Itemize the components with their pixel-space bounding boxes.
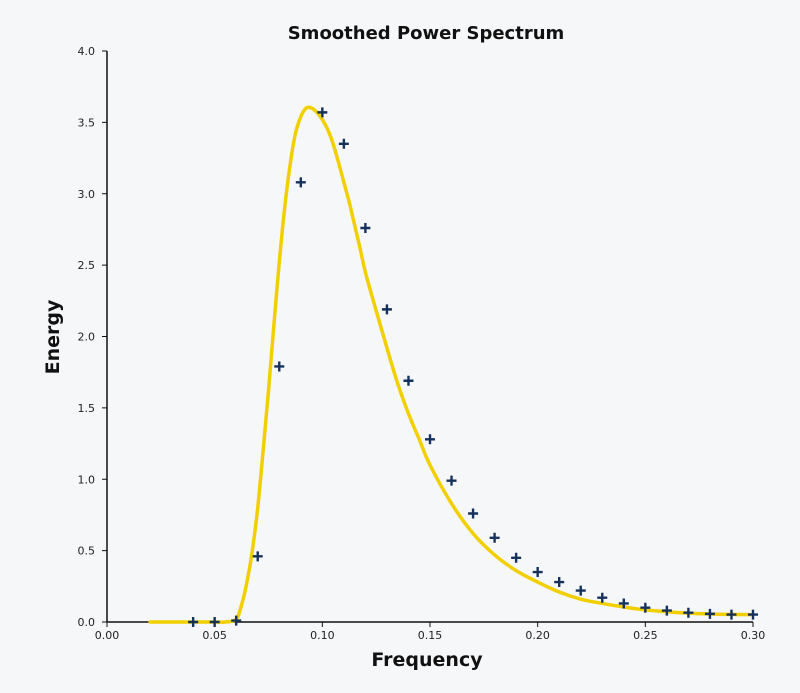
- data-point-marker: [317, 107, 328, 118]
- data-point-marker: [274, 361, 285, 372]
- data-point-marker: [403, 375, 414, 386]
- data-point-marker: [381, 304, 392, 315]
- y-tick-label: 0.5: [78, 545, 96, 558]
- x-tick-label: 0.05: [202, 629, 227, 642]
- data-point-marker: [748, 609, 758, 620]
- data-point-marker: [446, 475, 457, 486]
- x-tick-label: 0.20: [525, 629, 550, 642]
- data-point-marker: [640, 602, 651, 613]
- x-ticks: 0.00 0.05 0.10 0.15 0.20 0.25 0.30: [95, 622, 766, 642]
- data-point-marker: [661, 605, 672, 616]
- data-point-marker: [618, 598, 629, 609]
- x-tick-label: 0.25: [633, 629, 658, 642]
- y-tick-label: 1.0: [78, 473, 96, 486]
- y-ticks: 0.0 0.5 1.0 1.5 2.0 2.5 3.0 3.5 4.0: [78, 45, 107, 629]
- y-tick-label: 1.5: [78, 402, 96, 415]
- data-point-marker: [425, 434, 435, 445]
- data-point-marker: [683, 607, 694, 618]
- data-point-marker: [511, 552, 522, 563]
- x-tick-label: 0.10: [310, 629, 335, 642]
- data-point-marker: [295, 177, 306, 188]
- data-point-marker: [532, 567, 543, 578]
- data-point-marker: [231, 615, 242, 626]
- y-tick-label: 3.5: [78, 116, 96, 129]
- chart-title: Smoothed Power Spectrum: [288, 23, 565, 44]
- data-point-marker: [597, 592, 608, 603]
- x-tick-label: 0.00: [95, 629, 120, 642]
- data-point-marker: [188, 617, 199, 627]
- data-point-marker: [554, 577, 565, 588]
- y-tick-label: 2.5: [78, 259, 96, 272]
- data-point-marker: [489, 532, 500, 543]
- y-axis-label: Energy: [42, 299, 64, 374]
- data-point-marker: [575, 585, 586, 596]
- data-point-marker: [704, 608, 715, 619]
- data-point-marker: [468, 508, 479, 519]
- y-tick-label: 0.0: [78, 616, 96, 629]
- y-tick-label: 3.0: [78, 188, 96, 201]
- x-tick-label: 0.15: [418, 629, 443, 642]
- data-point-marker: [726, 609, 737, 620]
- data-point-marker: [209, 617, 220, 627]
- data-point-marker: [252, 551, 263, 562]
- x-tick-label: 0.30: [741, 629, 766, 642]
- y-tick-label: 2.0: [78, 331, 96, 344]
- y-tick-label: 4.0: [78, 45, 96, 58]
- data-point-marker: [360, 223, 371, 234]
- data-markers: [188, 107, 758, 627]
- plot-area: 0.00 0.05 0.10 0.15 0.20 0.25 0.30 0.0 0.5 1.0 1.…: [78, 45, 766, 642]
- x-axis-label: Frequency: [371, 649, 483, 671]
- smoothed-curve: [148, 105, 755, 624]
- data-point-marker: [338, 138, 349, 149]
